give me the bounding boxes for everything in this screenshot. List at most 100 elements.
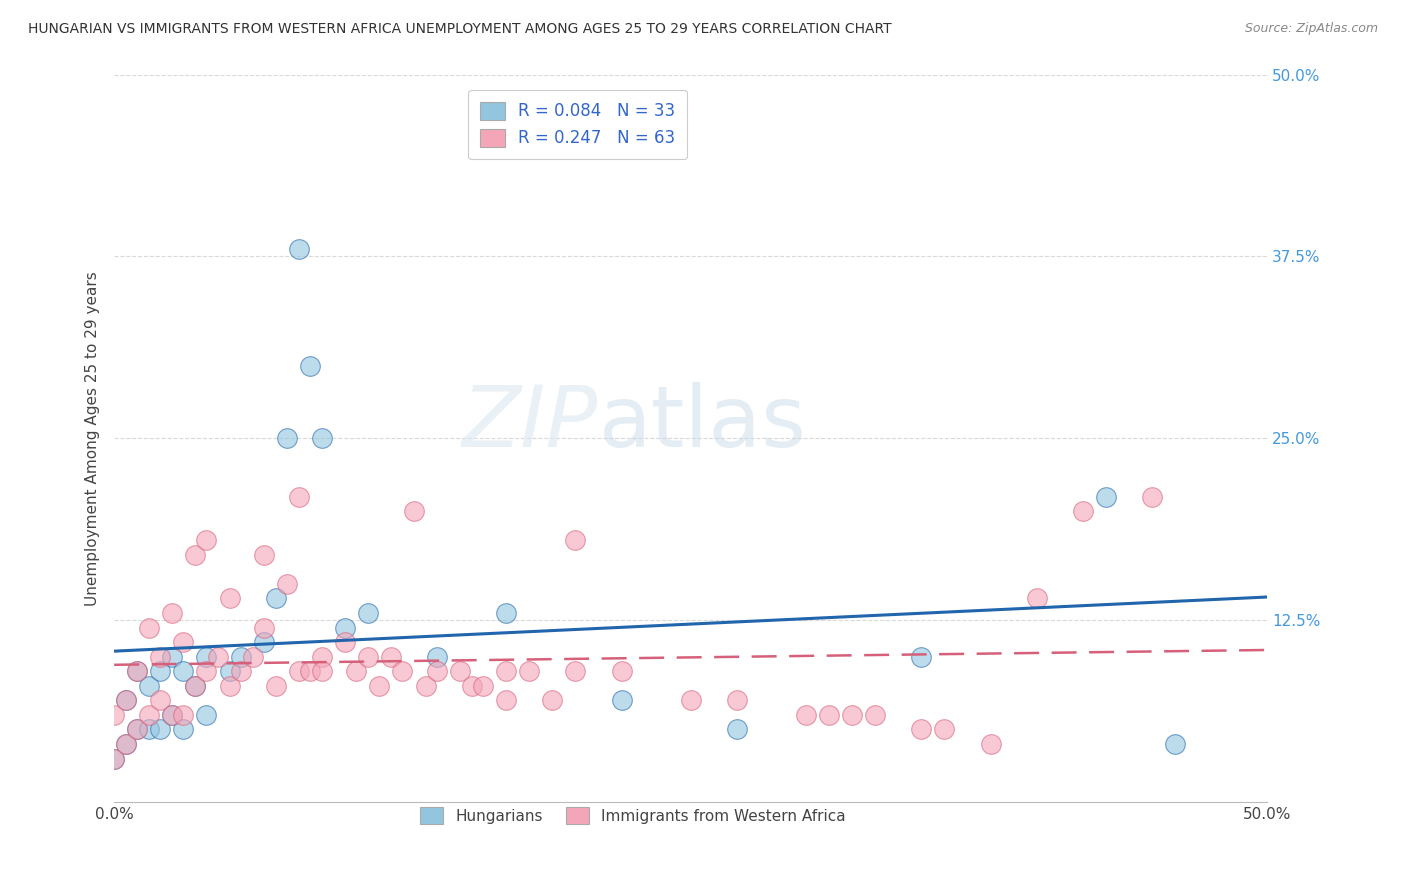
Point (172, 707, 194, 722)
Point (195, 707, 218, 722)
Point (910, 649, 932, 664)
Point (172, 665, 194, 679)
Point (138, 621, 160, 635)
Point (127, 723, 149, 737)
Point (564, 533, 586, 548)
Point (229, 649, 252, 664)
Point (910, 723, 932, 737)
Point (287, 242, 309, 256)
Point (426, 665, 449, 679)
Point (460, 679, 482, 693)
Point (103, 707, 125, 722)
Point (679, 693, 702, 707)
Point (264, 591, 287, 606)
Point (794, 707, 817, 722)
Point (541, 693, 564, 707)
Point (172, 635, 194, 649)
Point (207, 649, 229, 664)
Point (564, 665, 586, 679)
Point (934, 723, 956, 737)
Point (333, 635, 356, 649)
Point (841, 707, 863, 722)
Point (172, 723, 194, 737)
Point (1025, 591, 1047, 606)
Point (1164, 737, 1187, 751)
Point (103, 751, 125, 765)
Point (517, 665, 540, 679)
Point (218, 665, 240, 679)
Point (127, 723, 149, 737)
Point (865, 707, 887, 722)
Point (391, 665, 413, 679)
Point (725, 693, 748, 707)
Point (311, 649, 333, 664)
Point (402, 504, 425, 518)
Point (276, 577, 298, 591)
Point (138, 707, 160, 722)
Point (368, 679, 391, 693)
Point (253, 548, 276, 562)
Point (610, 693, 633, 707)
Point (114, 693, 136, 707)
Point (264, 679, 287, 693)
Text: atlas: atlas (599, 383, 807, 466)
Point (149, 693, 172, 707)
Legend: Hungarians, Immigrants from Western Africa: Hungarians, Immigrants from Western Afri… (409, 797, 856, 835)
Point (357, 606, 380, 620)
Point (127, 665, 149, 679)
Point (195, 649, 218, 664)
Point (415, 679, 437, 693)
Point (287, 490, 309, 504)
Point (149, 649, 172, 664)
Point (114, 693, 136, 707)
Point (149, 665, 172, 679)
Point (138, 679, 160, 693)
Point (229, 665, 252, 679)
Point (184, 679, 207, 693)
Point (138, 723, 160, 737)
Point (299, 359, 322, 373)
Point (160, 707, 183, 722)
Point (184, 548, 207, 562)
Point (114, 737, 136, 751)
Point (114, 737, 136, 751)
Point (127, 665, 149, 679)
Point (195, 533, 218, 548)
Text: ZIP: ZIP (463, 383, 599, 466)
Point (242, 649, 264, 664)
Point (357, 649, 380, 664)
Point (818, 707, 841, 722)
Point (184, 679, 207, 693)
Text: Source: ZipAtlas.com: Source: ZipAtlas.com (1244, 22, 1378, 36)
Point (195, 665, 218, 679)
Point (311, 665, 333, 679)
Text: HUNGARIAN VS IMMIGRANTS FROM WESTERN AFRICA UNEMPLOYMENT AMONG AGES 25 TO 29 YEA: HUNGARIAN VS IMMIGRANTS FROM WESTERN AFR… (28, 22, 891, 37)
Point (1095, 490, 1118, 504)
Point (610, 665, 633, 679)
Point (725, 723, 748, 737)
Point (253, 621, 276, 635)
Point (495, 606, 517, 620)
Point (980, 737, 1002, 751)
Point (287, 665, 309, 679)
Point (218, 679, 240, 693)
Point (472, 679, 495, 693)
Point (495, 693, 517, 707)
Y-axis label: Unemployment Among Ages 25 to 29 years: Unemployment Among Ages 25 to 29 years (86, 271, 100, 606)
Point (276, 431, 298, 445)
Point (311, 431, 333, 445)
Point (160, 707, 183, 722)
Point (1071, 504, 1094, 518)
Point (160, 649, 183, 664)
Point (495, 665, 517, 679)
Point (149, 723, 172, 737)
Point (103, 751, 125, 765)
Point (253, 635, 276, 649)
Point (344, 665, 367, 679)
Point (426, 649, 449, 664)
Point (1140, 490, 1163, 504)
Point (380, 649, 402, 664)
Point (160, 606, 183, 620)
Point (218, 591, 240, 606)
Point (299, 665, 322, 679)
